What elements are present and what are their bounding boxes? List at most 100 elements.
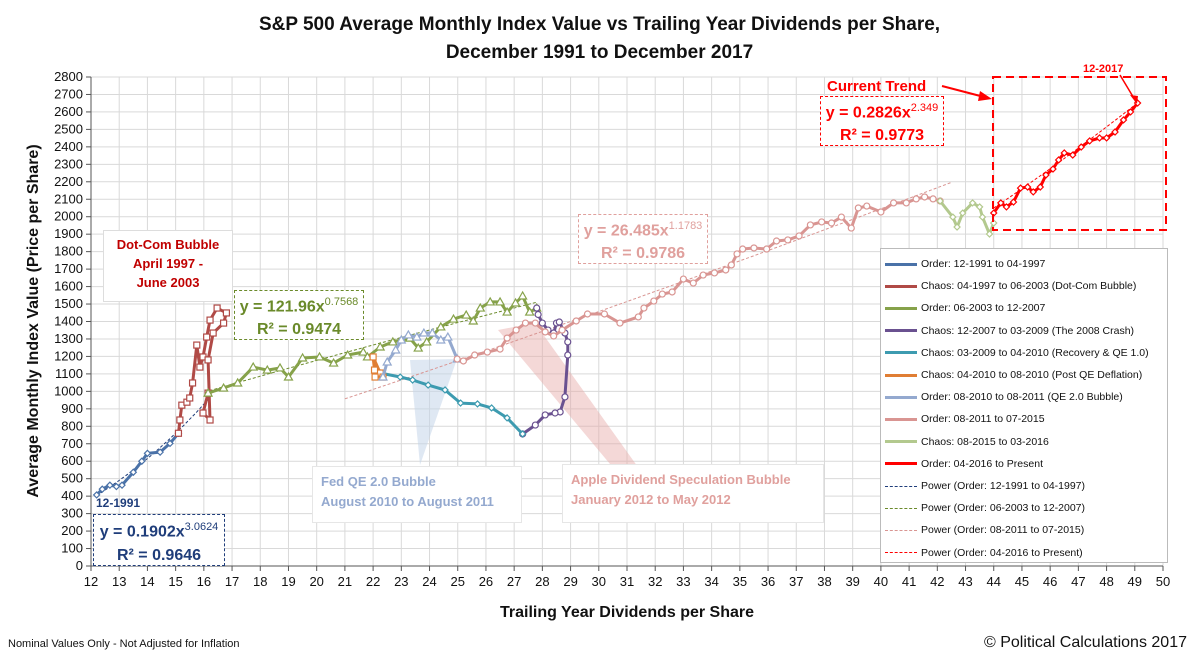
- data-point: [475, 302, 486, 312]
- data-point: [362, 351, 373, 361]
- r-squared: R² = 0.9646: [116, 547, 202, 565]
- y-tick-label: 2500: [54, 121, 83, 136]
- legend-label: Chaos: 04-1997 to 06-2003 (Dot-Com Bubbl…: [921, 280, 1137, 293]
- data-point: [176, 416, 184, 424]
- y-tick-label: 1400: [54, 314, 83, 329]
- data-point: [196, 363, 204, 371]
- data-point: [968, 199, 977, 207]
- legend-item: Order: 06-2003 to 12-2007: [885, 301, 1045, 315]
- data-point: [555, 318, 563, 326]
- data-point: [118, 481, 126, 489]
- data-point: [572, 317, 580, 325]
- data-series: [92, 99, 1142, 499]
- r-squared: R² = 0.9786: [600, 245, 686, 263]
- data-point: [551, 409, 559, 417]
- y-tick-label: 1100: [55, 366, 83, 381]
- legend-item: Chaos: 12-2007 to 03-2009 (The 2008 Cras…: [885, 324, 1134, 338]
- data-point: [524, 306, 535, 316]
- data-point: [564, 338, 572, 346]
- current-trend-arrowhead: [978, 91, 992, 101]
- legend-label: Order: 08-2011 to 07-2015: [921, 413, 1045, 426]
- y-tick-label: 1700: [54, 261, 83, 276]
- data-point: [727, 261, 735, 269]
- x-tick-label: 34: [704, 574, 718, 589]
- data-point: [921, 193, 929, 201]
- data-point: [1036, 183, 1045, 191]
- x-tick-label: 49: [1128, 574, 1142, 589]
- data-point: [442, 331, 453, 341]
- data-point: [763, 245, 771, 253]
- data-point: [193, 341, 201, 349]
- trendline: [96, 397, 210, 496]
- legend-label: Power (Order: 06-2003 to 12-2007): [921, 502, 1086, 515]
- legend-label: Order: 06-2003 to 12-2007: [921, 302, 1046, 315]
- legend-item: Order: 08-2010 to 08-2011 (QE 2.0 Bubble…: [885, 390, 1123, 404]
- y-tick-label: 1500: [54, 296, 83, 311]
- data-point: [750, 244, 758, 252]
- x-tick-label: 44: [987, 574, 1001, 589]
- x-tick-label: 31: [620, 574, 634, 589]
- x-tick-label: 40: [874, 574, 888, 589]
- data-point: [710, 269, 719, 277]
- x-tick-label: 29: [563, 574, 577, 589]
- series: [174, 304, 231, 437]
- data-point: [818, 218, 826, 226]
- data-point: [459, 357, 467, 365]
- y-tick-label: 100: [61, 541, 83, 556]
- data-point: [487, 404, 496, 412]
- trendline: [993, 102, 1138, 209]
- legend-label: Order: 12-1991 to 04-1997: [921, 258, 1046, 270]
- legend-swatch: [885, 262, 917, 266]
- y-tick-label: 2600: [54, 104, 83, 119]
- data-point: [435, 321, 446, 331]
- equation-text: y = 0.1902x: [99, 523, 185, 541]
- x-tick-label: 39: [845, 574, 859, 589]
- data-point: [473, 400, 482, 408]
- legend-label: Power (Order: 08-2011 to 07-2015): [921, 524, 1085, 537]
- data-point: [1095, 134, 1104, 142]
- data-point: [358, 346, 369, 356]
- data-point: [889, 199, 898, 207]
- legend-label: Chaos: 03-2009 to 04-2010 (Recovery & QE…: [921, 346, 1149, 359]
- y-tick-label: 2300: [54, 156, 83, 171]
- data-point: [199, 409, 207, 417]
- x-tick-label: 43: [958, 574, 972, 589]
- apple-annotation: Apple Dividend Speculation Bubble Januar…: [562, 464, 824, 523]
- x-tick-label: 47: [1071, 574, 1085, 589]
- x-tick-label: 20: [309, 574, 323, 589]
- data-point: [396, 373, 405, 381]
- data-point: [640, 304, 648, 312]
- legend-label: Power (Order: 12-1991 to 04-1997): [921, 480, 1086, 492]
- data-point: [166, 439, 174, 448]
- start-label: 12-1991: [96, 496, 140, 510]
- data-point: [232, 377, 243, 387]
- annotation-line: June 2003: [136, 275, 200, 290]
- y-tick-label: 2100: [54, 191, 83, 206]
- annotation-line: Apple Dividend Speculation Bubble: [571, 472, 791, 487]
- annotation-line: August 2010 to August 2011: [321, 494, 494, 509]
- trend-equation-blue: y = 0.1902x3.0624 R² = 0.9646: [93, 514, 225, 566]
- qe2-callout-pointer: [410, 359, 457, 465]
- data-point: [427, 327, 438, 337]
- data-point: [847, 224, 855, 232]
- data-point: [485, 296, 496, 306]
- annotation-line: April 1997 -: [132, 256, 204, 271]
- data-point: [837, 213, 846, 221]
- x-tick-label: 12: [84, 574, 98, 589]
- data-point: [371, 373, 379, 381]
- data-point: [877, 208, 885, 216]
- y-tick-label: 1600: [54, 279, 83, 294]
- legend-item: Chaos: 04-1997 to 06-2003 (Dot-Com Bubbl…: [885, 279, 1136, 293]
- data-point: [512, 326, 520, 334]
- data-point: [1085, 137, 1094, 145]
- legend-item: Power (Order: 12-1991 to 04-1997): [885, 479, 1085, 493]
- y-tick-label: 1900: [54, 226, 83, 241]
- qe2-annotation: Fed QE 2.0 Bubble August 2010 to August …: [312, 466, 522, 523]
- data-point: [827, 219, 836, 227]
- data-point: [314, 351, 325, 361]
- data-point: [382, 356, 393, 366]
- y-tick-label: 400: [61, 488, 83, 503]
- data-point: [616, 319, 624, 327]
- data-point: [461, 309, 472, 319]
